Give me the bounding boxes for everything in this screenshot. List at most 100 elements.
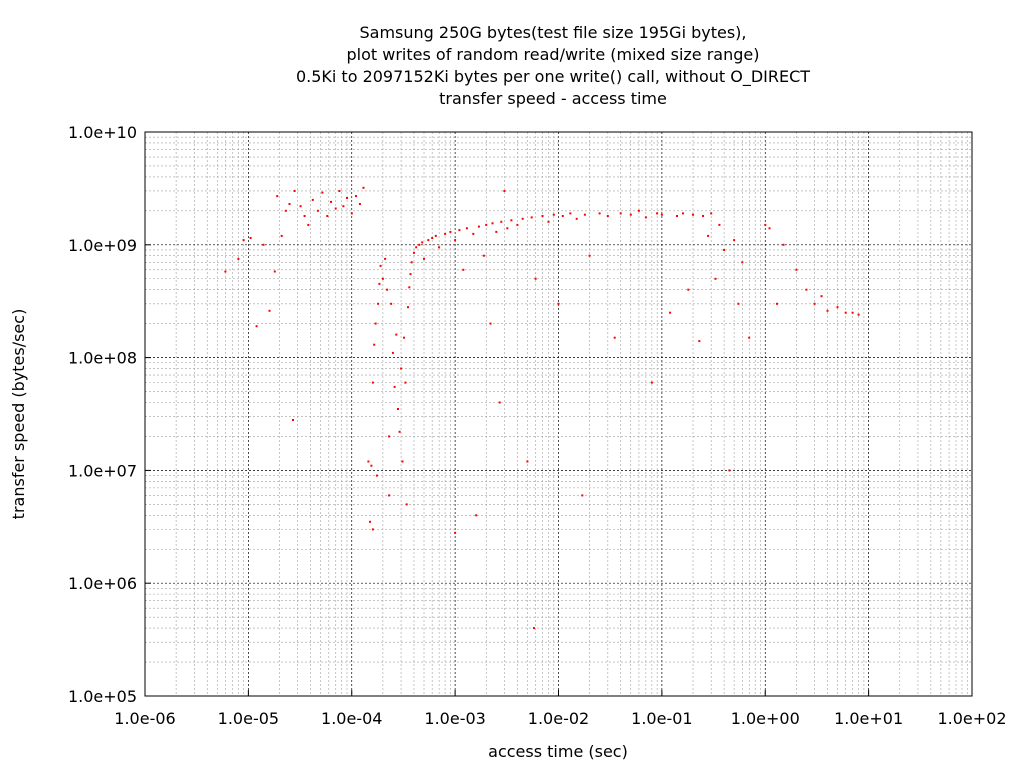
data-point xyxy=(224,270,227,273)
data-point xyxy=(748,336,751,339)
data-point xyxy=(438,246,441,249)
data-point xyxy=(629,213,632,216)
data-point xyxy=(262,243,265,246)
data-point xyxy=(342,205,345,208)
data-point xyxy=(407,306,409,309)
data-point xyxy=(410,261,413,264)
data-point xyxy=(370,464,373,467)
data-point xyxy=(404,381,407,384)
data-point xyxy=(398,430,401,433)
data-point xyxy=(362,186,365,189)
data-point xyxy=(284,209,287,212)
data-point xyxy=(400,367,403,370)
data-point xyxy=(682,212,684,215)
data-point xyxy=(401,460,404,463)
data-point xyxy=(408,286,411,289)
data-point xyxy=(533,627,535,630)
y-tick-label: 1.0e+08 xyxy=(68,349,137,368)
data-point xyxy=(782,243,785,246)
data-point xyxy=(676,215,678,217)
data-point xyxy=(288,203,291,205)
data-point xyxy=(656,212,659,215)
data-point xyxy=(409,273,412,276)
data-point xyxy=(390,302,393,305)
data-point xyxy=(482,254,485,257)
data-point xyxy=(491,222,494,225)
title-line-2: plot writes of random read/write (mixed … xyxy=(347,45,760,64)
data-point xyxy=(268,309,271,312)
y-tick-label: 1.0e+10 xyxy=(68,123,137,142)
data-point xyxy=(495,230,498,233)
x-tick-label: 1.0e-01 xyxy=(631,709,692,728)
data-point xyxy=(669,311,672,314)
data-point xyxy=(391,351,394,354)
data-point xyxy=(718,223,721,226)
data-point xyxy=(316,209,319,212)
data-point xyxy=(405,503,408,506)
data-point xyxy=(710,212,713,215)
data-point xyxy=(477,225,480,228)
data-point xyxy=(805,288,808,291)
data-point xyxy=(660,213,663,216)
data-point xyxy=(350,212,353,215)
data-point xyxy=(431,237,434,239)
y-tick-label: 1.0e+07 xyxy=(68,461,137,480)
data-point xyxy=(534,277,537,280)
plot-grid xyxy=(144,132,972,697)
data-point xyxy=(367,460,370,463)
data-point xyxy=(358,203,361,205)
data-point xyxy=(462,268,465,271)
data-point xyxy=(552,213,555,216)
data-point xyxy=(650,381,653,384)
data-point xyxy=(374,322,377,325)
data-point xyxy=(326,215,329,217)
data-point xyxy=(557,302,560,305)
data-point xyxy=(249,237,252,239)
x-tick-label: 1.0e+01 xyxy=(834,709,903,728)
data-point xyxy=(714,277,717,280)
data-point xyxy=(299,205,302,208)
data-point xyxy=(836,306,839,309)
data-point xyxy=(521,217,524,220)
x-tick-label: 1.0e-06 xyxy=(114,709,175,728)
data-point xyxy=(489,322,492,325)
data-point xyxy=(378,282,381,285)
data-point xyxy=(575,217,578,220)
data-point xyxy=(388,494,391,497)
data-point xyxy=(581,494,584,497)
data-point xyxy=(692,213,694,216)
data-point xyxy=(619,212,622,215)
title-line-3: 0.5Ki to 2097152Ki bytes per one write()… xyxy=(296,67,810,87)
x-tick-label: 1.0e-04 xyxy=(321,709,382,728)
data-point xyxy=(418,243,421,246)
data-point xyxy=(526,460,529,463)
data-point xyxy=(547,220,550,223)
data-point xyxy=(421,241,424,244)
data-point xyxy=(273,270,276,273)
x-tick-label: 1.0e-03 xyxy=(424,709,485,728)
x-tick-label: 1.0e-02 xyxy=(528,709,589,728)
data-point xyxy=(384,257,387,260)
data-point xyxy=(454,239,457,242)
data-point xyxy=(276,195,279,198)
data-point xyxy=(393,385,396,388)
data-point xyxy=(844,311,847,314)
data-point xyxy=(813,302,816,305)
data-point xyxy=(423,257,425,260)
data-point xyxy=(397,408,399,410)
y-tick-label: 1.0e+05 xyxy=(68,687,137,706)
y-axis-label: transfer speed (bytes/sec) xyxy=(9,309,28,520)
data-point xyxy=(237,257,240,260)
data-point xyxy=(346,197,348,199)
x-axis-ticks: 1.0e-06 1.0e-05 1.0e-04 1.0e-03 1.0e-02 1.0e-… xyxy=(114,690,1007,728)
x-tick-label: 1.0e+02 xyxy=(937,709,1006,728)
data-point xyxy=(485,223,488,226)
data-point xyxy=(375,474,378,477)
data-point xyxy=(444,232,447,235)
data-point xyxy=(388,435,391,438)
data-point xyxy=(292,419,294,421)
data-point xyxy=(371,381,374,384)
data-point xyxy=(500,220,503,223)
data-point xyxy=(741,261,744,264)
